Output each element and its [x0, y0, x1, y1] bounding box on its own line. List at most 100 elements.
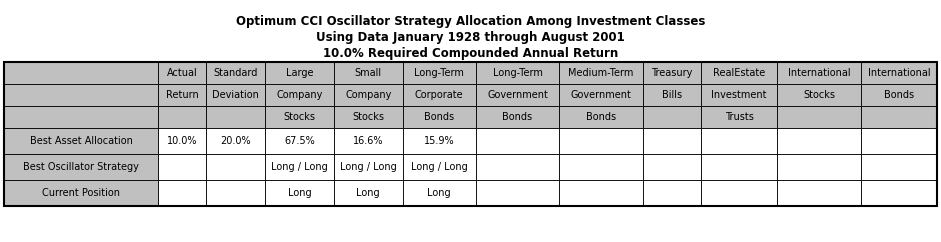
- Bar: [476, 180, 559, 206]
- Bar: [265, 180, 334, 206]
- Bar: [643, 84, 701, 106]
- Text: Bonds: Bonds: [502, 112, 533, 122]
- Text: Current Position: Current Position: [42, 188, 120, 198]
- Bar: [777, 154, 861, 180]
- Bar: [701, 84, 777, 106]
- Text: 67.5%: 67.5%: [284, 136, 314, 146]
- Bar: [643, 154, 701, 180]
- Bar: [559, 84, 643, 106]
- Text: Bills: Bills: [662, 90, 682, 100]
- Text: Optimum CCI Oscillator Strategy Allocation Among Investment Classes: Optimum CCI Oscillator Strategy Allocati…: [236, 15, 705, 28]
- Text: Medium-Term: Medium-Term: [568, 68, 633, 78]
- Bar: [334, 128, 403, 154]
- Text: Bonds: Bonds: [884, 90, 914, 100]
- Bar: [861, 154, 937, 180]
- Text: Deviation: Deviation: [213, 90, 259, 100]
- Bar: [334, 62, 403, 84]
- Text: Bonds: Bonds: [424, 112, 455, 122]
- Text: 15.9%: 15.9%: [423, 136, 455, 146]
- Bar: [861, 180, 937, 206]
- Bar: [701, 154, 777, 180]
- Bar: [476, 128, 559, 154]
- Bar: [701, 128, 777, 154]
- Bar: [643, 128, 701, 154]
- Bar: [777, 106, 861, 128]
- Bar: [158, 128, 206, 154]
- Text: Government: Government: [570, 90, 631, 100]
- Bar: [559, 154, 643, 180]
- Text: 20.0%: 20.0%: [220, 136, 251, 146]
- Text: Small: Small: [355, 68, 382, 78]
- Text: Government: Government: [487, 90, 548, 100]
- Text: Standard: Standard: [214, 68, 258, 78]
- Bar: [403, 154, 476, 180]
- Bar: [4, 154, 158, 180]
- Bar: [476, 154, 559, 180]
- Bar: [559, 106, 643, 128]
- Bar: [158, 84, 206, 106]
- Bar: [206, 106, 265, 128]
- Text: 16.6%: 16.6%: [353, 136, 384, 146]
- Bar: [206, 154, 265, 180]
- Text: Company: Company: [345, 90, 391, 100]
- Text: Investment: Investment: [711, 90, 767, 100]
- Text: International: International: [788, 68, 851, 78]
- Bar: [643, 62, 701, 84]
- Text: Long: Long: [288, 188, 311, 198]
- Bar: [4, 62, 937, 206]
- Text: Long / Long: Long / Long: [411, 162, 468, 172]
- Text: Long-Term: Long-Term: [414, 68, 464, 78]
- Bar: [4, 180, 158, 206]
- Bar: [265, 106, 334, 128]
- Bar: [777, 62, 861, 84]
- Bar: [559, 62, 643, 84]
- Bar: [265, 154, 334, 180]
- Text: Company: Company: [276, 90, 323, 100]
- Text: RealEstate: RealEstate: [713, 68, 765, 78]
- Text: Long / Long: Long / Long: [340, 162, 396, 172]
- Text: Best Asset Allocation: Best Asset Allocation: [30, 136, 133, 146]
- Text: 10.0%: 10.0%: [167, 136, 198, 146]
- Bar: [334, 154, 403, 180]
- Bar: [334, 84, 403, 106]
- Bar: [476, 106, 559, 128]
- Bar: [265, 62, 334, 84]
- Bar: [4, 128, 158, 154]
- Bar: [403, 180, 476, 206]
- Bar: [158, 180, 206, 206]
- Text: Stocks: Stocks: [283, 112, 315, 122]
- Bar: [559, 180, 643, 206]
- Bar: [403, 62, 476, 84]
- Text: Long: Long: [427, 188, 451, 198]
- Bar: [559, 128, 643, 154]
- Bar: [265, 84, 334, 106]
- Bar: [701, 180, 777, 206]
- Bar: [158, 62, 206, 84]
- Text: Return: Return: [166, 90, 199, 100]
- Text: Using Data January 1928 through August 2001: Using Data January 1928 through August 2…: [316, 31, 625, 44]
- Bar: [4, 84, 158, 106]
- Bar: [265, 128, 334, 154]
- Bar: [861, 62, 937, 84]
- Text: Long / Long: Long / Long: [271, 162, 327, 172]
- Bar: [777, 128, 861, 154]
- Bar: [701, 106, 777, 128]
- Bar: [334, 106, 403, 128]
- Bar: [861, 106, 937, 128]
- Bar: [206, 84, 265, 106]
- Bar: [476, 62, 559, 84]
- Text: Best Oscillator Strategy: Best Oscillator Strategy: [24, 162, 139, 172]
- Bar: [206, 62, 265, 84]
- Text: Actual: Actual: [167, 68, 198, 78]
- Bar: [4, 62, 158, 84]
- Bar: [158, 154, 206, 180]
- Bar: [861, 84, 937, 106]
- Bar: [777, 84, 861, 106]
- Text: 10.0% Required Compounded Annual Return: 10.0% Required Compounded Annual Return: [323, 47, 618, 60]
- Bar: [4, 106, 158, 128]
- Bar: [206, 128, 265, 154]
- Text: Trusts: Trusts: [725, 112, 754, 122]
- Text: Stocks: Stocks: [803, 90, 835, 100]
- Text: International: International: [868, 68, 931, 78]
- Text: Long-Term: Long-Term: [492, 68, 542, 78]
